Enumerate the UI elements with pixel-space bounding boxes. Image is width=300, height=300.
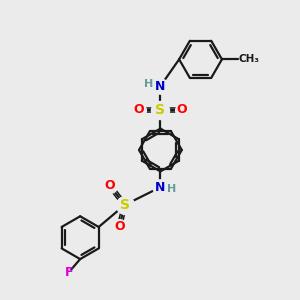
Text: O: O — [176, 103, 187, 116]
Text: H: H — [167, 184, 176, 194]
Text: O: O — [134, 103, 144, 116]
Text: O: O — [105, 179, 115, 192]
Text: S: S — [120, 198, 130, 212]
Text: N: N — [155, 80, 166, 93]
Text: O: O — [114, 220, 125, 233]
Text: N: N — [155, 181, 166, 194]
Text: F: F — [64, 266, 73, 279]
Text: H: H — [145, 79, 154, 89]
Text: S: S — [155, 103, 165, 117]
Text: CH₃: CH₃ — [239, 54, 260, 64]
